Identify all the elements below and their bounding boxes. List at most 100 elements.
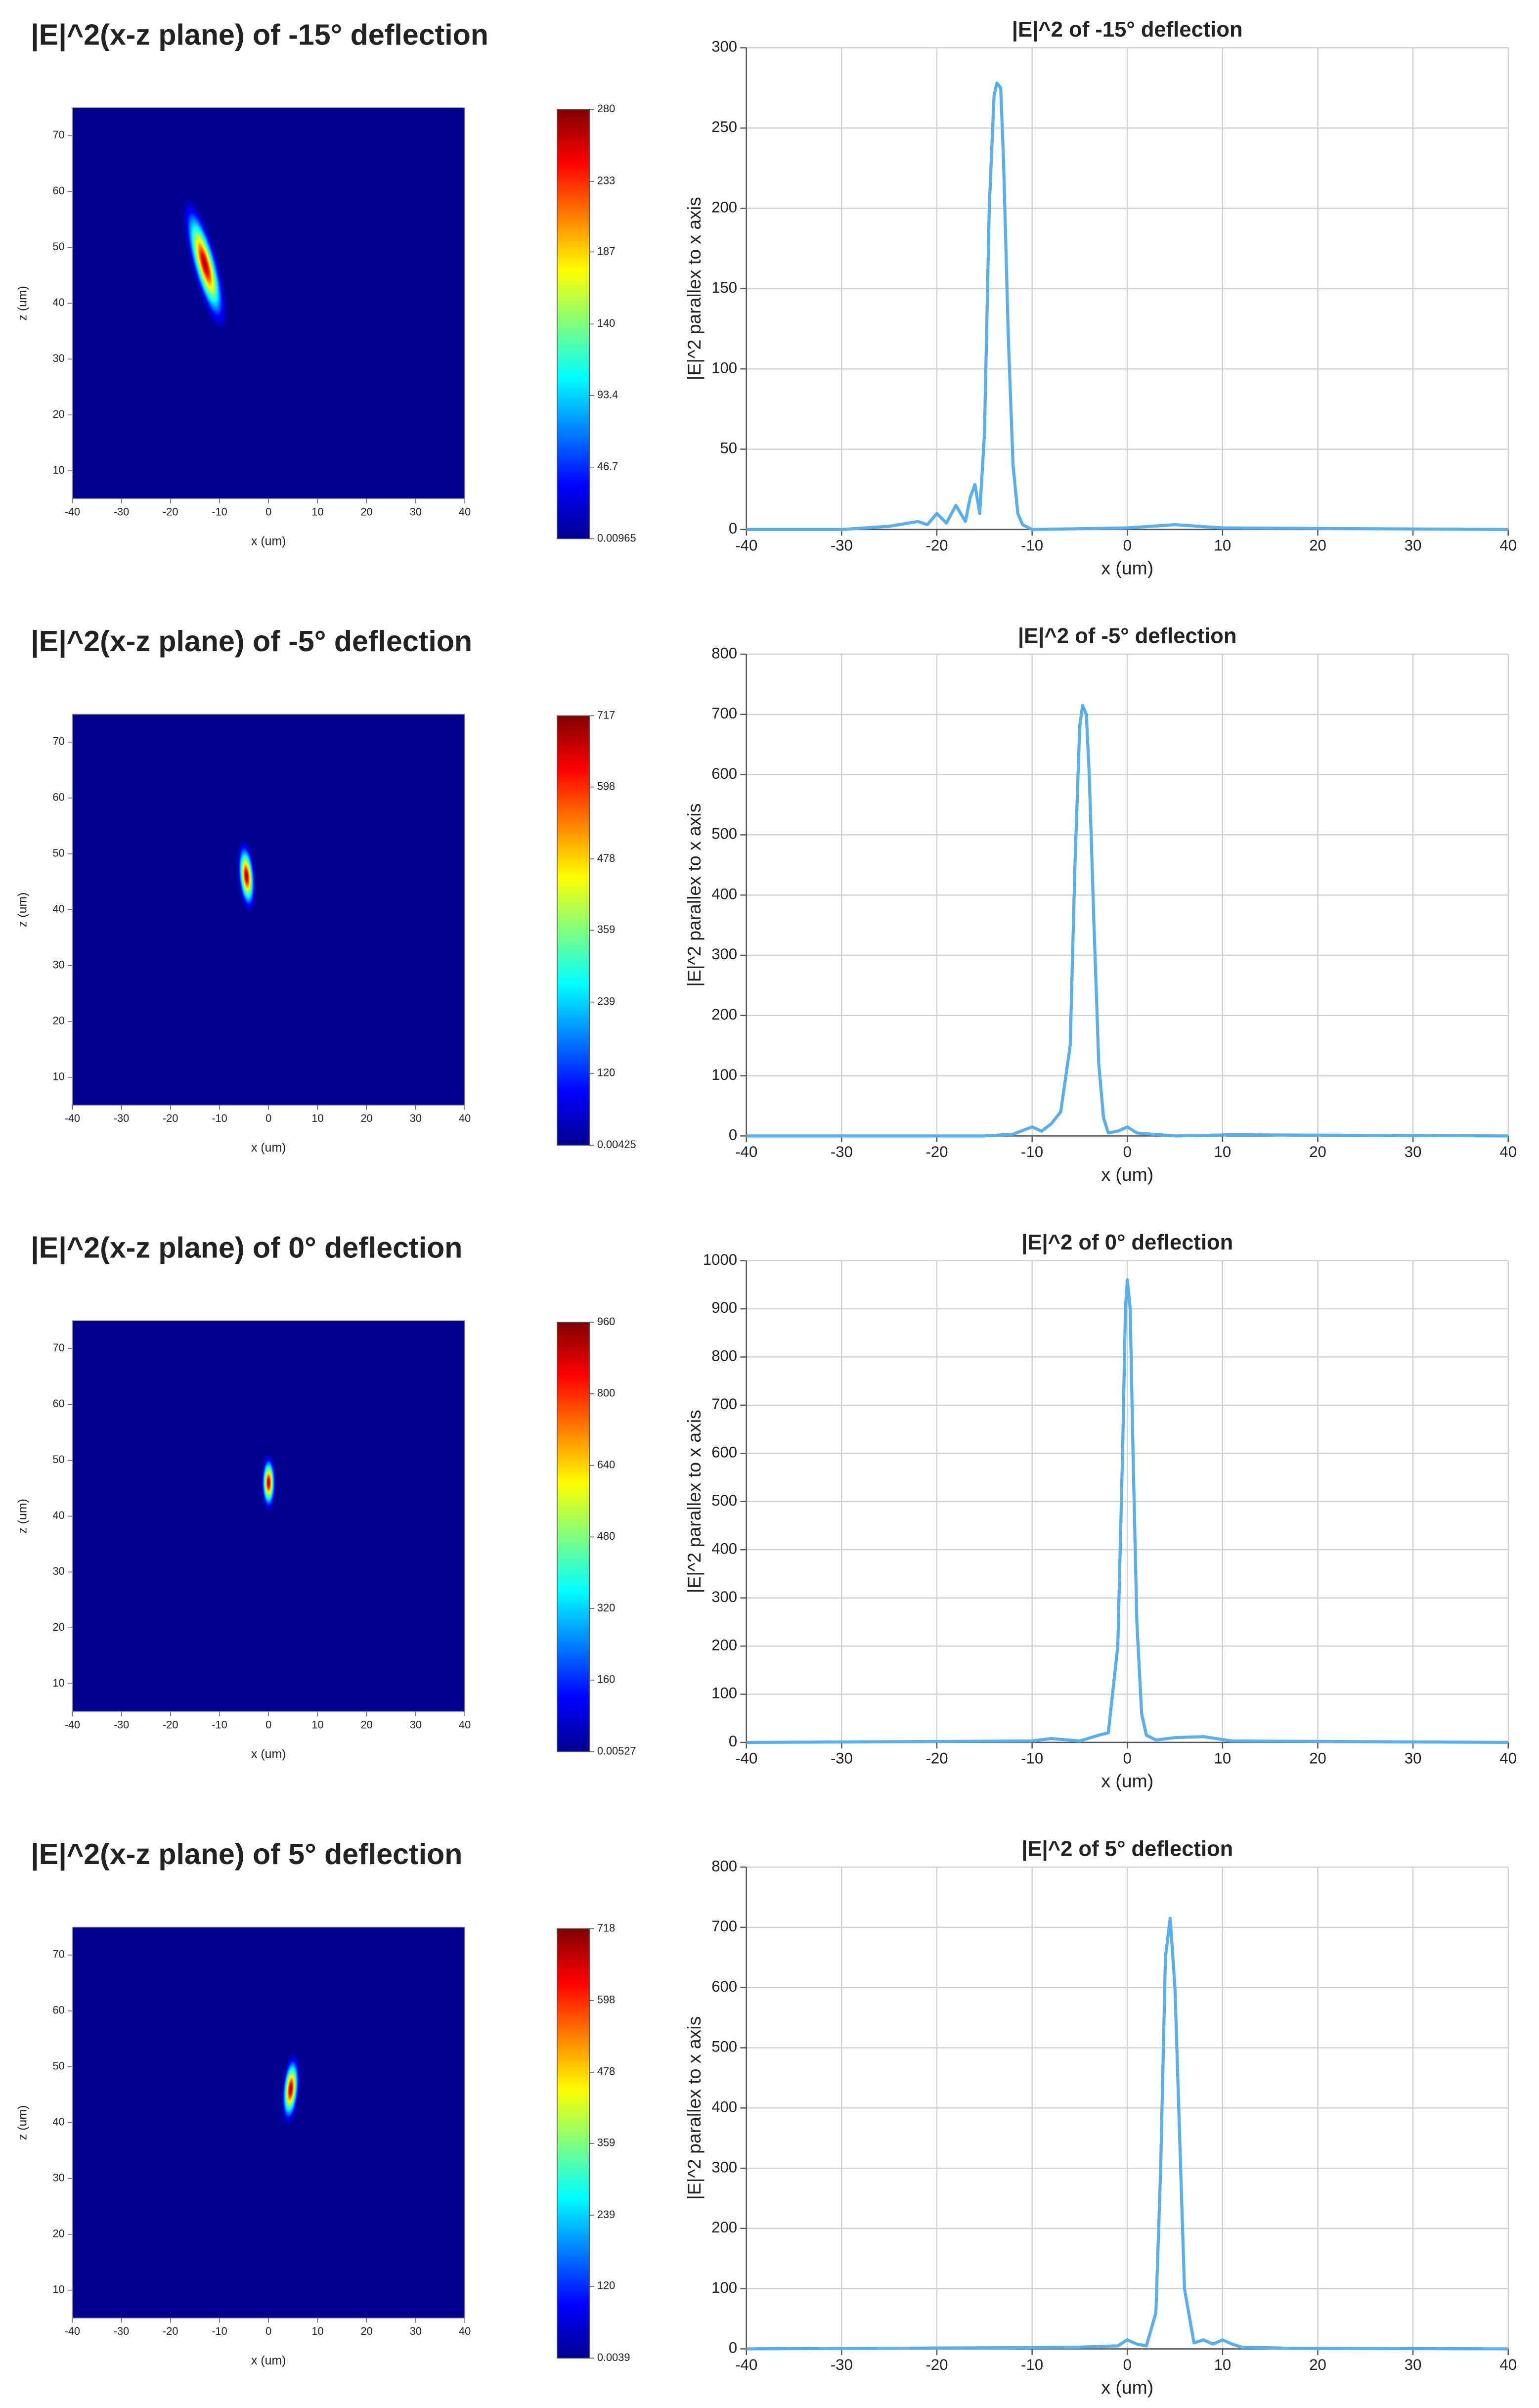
x-tick-label: 0 (265, 505, 271, 518)
colorbar (557, 715, 590, 1146)
y-tick-label: 600 (711, 1444, 737, 1461)
x-tick-label: 0 (265, 1718, 271, 1731)
colorbar-tick-label: 960 (597, 1315, 615, 1328)
panel: |E|^2 of 5° deflection010020030040050060… (684, 1837, 1517, 2398)
y-tick-label: 700 (711, 1917, 737, 1935)
x-tick-label: 20 (1309, 536, 1326, 554)
x-axis-label: x (um) (251, 534, 286, 548)
hot-spot (182, 197, 227, 331)
x-tick-label: 40 (459, 505, 471, 518)
y-tick-label: 600 (711, 765, 737, 782)
y-tick-label: 40 (53, 903, 65, 915)
y-tick-label: 20 (53, 1014, 65, 1026)
y-tick-label: 70 (53, 1948, 65, 1961)
colorbar-tick-label: 46.7 (597, 460, 618, 472)
x-tick-label: 20 (361, 1112, 373, 1124)
y-tick-label: 100 (711, 2279, 737, 2296)
x-tick-label: -40 (735, 1143, 757, 1160)
x-tick-label: -10 (1021, 1749, 1043, 1767)
y-tick-label: 400 (711, 2098, 737, 2115)
y-tick-label: 40 (53, 2116, 65, 2128)
x-tick-label: 10 (311, 1112, 323, 1124)
y-tick-label: 400 (711, 885, 737, 902)
x-tick-label: 10 (311, 1718, 323, 1731)
x-tick-label: -20 (163, 1112, 178, 1124)
y-tick-label: 60 (53, 791, 65, 803)
colorbar-tick-label: 93.4 (597, 389, 618, 401)
x-tick-label: 30 (410, 1112, 422, 1124)
panel: |E|^2 of -5° deflection01002003004005006… (684, 624, 1517, 1185)
colorbar-tick-label: 120 (597, 2279, 615, 2292)
y-tick-label: 50 (53, 1453, 65, 1466)
x-axis-label: x (um) (1101, 558, 1153, 579)
x-tick-label: -40 (65, 505, 80, 518)
y-tick-label: 50 (720, 440, 738, 457)
y-tick-label: 0 (729, 1733, 737, 1750)
y-tick-label: 200 (711, 1006, 737, 1023)
x-tick-label: 30 (1405, 1143, 1422, 1160)
x-tick-label: 10 (1214, 536, 1231, 554)
x-tick-label: -40 (65, 2325, 80, 2337)
x-tick-label: -30 (114, 1718, 129, 1731)
panel: |E|^2(x-z plane) of -5° deflection -40 -30… (15, 624, 636, 1155)
x-tick-label: -10 (1021, 2356, 1043, 2373)
x-tick-label: 0 (1123, 536, 1132, 554)
y-tick-label: 300 (711, 38, 737, 55)
x-axis-label: x (um) (251, 1747, 286, 1761)
x-tick-label: -10 (212, 2325, 227, 2337)
y-tick-label: 0 (729, 1126, 737, 1144)
y-tick-label: 300 (711, 945, 737, 963)
x-tick-label: 30 (410, 2325, 422, 2337)
x-tick-label: -30 (114, 2325, 129, 2337)
x-tick-label: -20 (926, 1749, 948, 1767)
x-tick-label: -10 (212, 1112, 227, 1124)
y-tick-label: 100 (711, 1066, 737, 1083)
x-tick-label: 40 (1499, 1749, 1517, 1767)
x-tick-label: 30 (1405, 2356, 1422, 2373)
y-axis-label: |E|^2 parallex to x axis (684, 1410, 704, 1593)
y-tick-label: 800 (711, 1347, 737, 1365)
y-tick-label: 400 (711, 1540, 737, 1557)
x-axis-label: x (um) (1101, 1771, 1153, 1791)
x-axis-label: x (um) (1101, 1164, 1153, 1185)
colorbar-tick-label: 120 (597, 1066, 615, 1078)
colorbar-tick-label: 478 (597, 852, 615, 864)
x-tick-label: 40 (1499, 1143, 1517, 1160)
panel: |E|^2(x-z plane) of 5° deflection -40 -30 -… (15, 1837, 630, 2367)
chart-title: |E|^2 of -15° deflection (1012, 18, 1243, 42)
colorbar-tick-label: 0.0039 (597, 2351, 630, 2363)
x-tick-label: 0 (265, 1112, 271, 1124)
x-tick-label: 0 (265, 2325, 271, 2337)
y-tick-label: 250 (711, 118, 737, 135)
colorbar-tick-label: 280 (597, 102, 615, 115)
colorbar-tick-label: 598 (597, 1994, 615, 2006)
x-tick-label: -20 (926, 536, 948, 554)
y-tick-label: 500 (711, 2038, 737, 2055)
y-tick-label: 10 (53, 464, 65, 476)
y-tick-label: 10 (53, 1070, 65, 1082)
x-tick-label: -10 (1021, 1143, 1043, 1160)
hot-spot (261, 1453, 276, 1512)
y-tick-label: 30 (53, 352, 65, 364)
x-tick-label: -40 (735, 2356, 757, 2373)
data-line (746, 704, 1508, 1138)
x-tick-label: -20 (163, 1718, 178, 1731)
x-tick-label: -40 (65, 1718, 80, 1731)
y-tick-label: 800 (711, 1857, 737, 1874)
colorbar-tick-label: 359 (597, 923, 615, 936)
x-tick-label: 10 (311, 2325, 323, 2337)
x-tick-label: 10 (1214, 1749, 1231, 1767)
x-tick-label: -30 (831, 1749, 853, 1767)
x-tick-label: -30 (831, 1143, 853, 1160)
x-tick-label: 40 (1499, 2356, 1517, 2373)
x-tick-label: -40 (735, 1749, 757, 1767)
y-tick-label: 500 (711, 1492, 737, 1509)
colorbar (557, 109, 590, 539)
chart-title: |E|^2 of 5° deflection (1021, 1837, 1233, 1861)
y-tick-label: 200 (711, 2219, 737, 2236)
heatmap-background (72, 1927, 465, 2319)
x-tick-label: 30 (410, 1718, 422, 1731)
heatmap-title: |E|^2(x-z plane) of -5° deflection (31, 624, 472, 658)
colorbar-tick-label: 598 (597, 780, 615, 792)
